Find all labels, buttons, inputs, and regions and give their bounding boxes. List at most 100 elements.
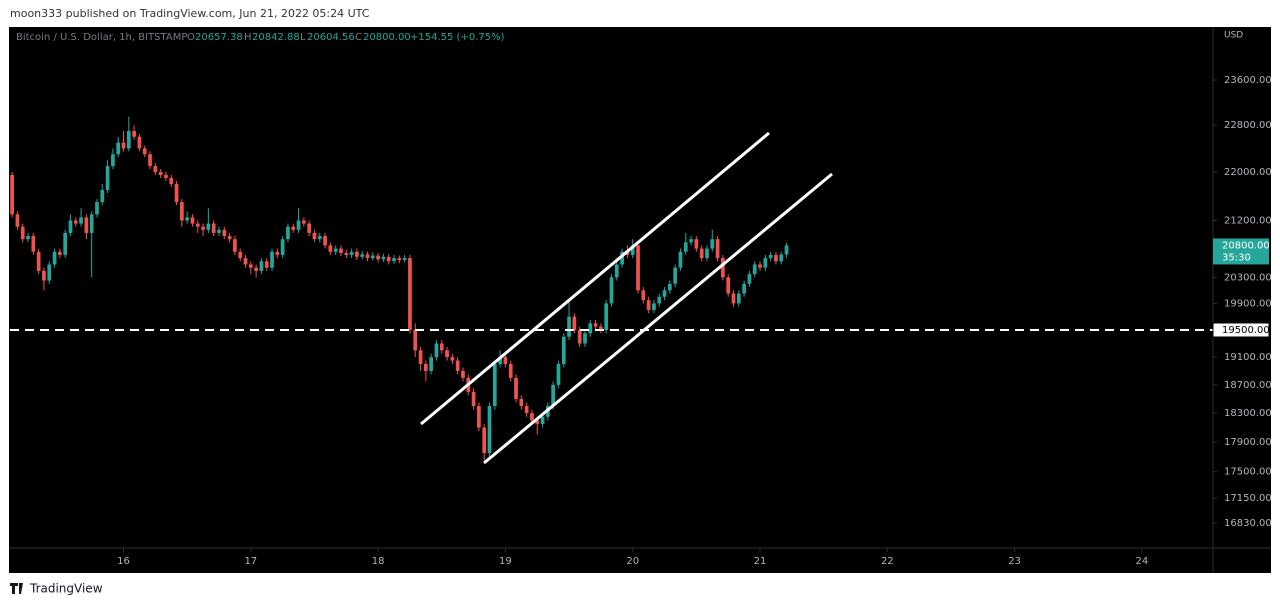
axis-unit: USD xyxy=(1224,31,1243,41)
candle-body xyxy=(286,226,290,240)
candle-body xyxy=(26,236,30,240)
candle-body xyxy=(233,239,237,252)
o-value: 20657.38 xyxy=(195,32,243,43)
candle-body xyxy=(556,364,561,385)
candle-body xyxy=(153,166,158,172)
y-tick-label: 21200.00 xyxy=(1224,215,1272,226)
candle-body xyxy=(68,220,73,233)
candle-body xyxy=(726,277,731,294)
candle-body xyxy=(89,214,94,233)
legend: Bitcoin / U.S. Dollar, 1h, BITSTAMP O 20… xyxy=(16,32,505,43)
candle-body xyxy=(248,264,253,268)
candle-body xyxy=(84,217,89,233)
x-tick-label: 21 xyxy=(754,556,767,567)
candle-body xyxy=(652,303,656,310)
change: +154.55 (+0.75%) xyxy=(410,32,505,43)
candle-body xyxy=(158,171,163,175)
candle-body xyxy=(609,277,614,304)
x-tick-label: 19 xyxy=(499,556,512,567)
candle-body xyxy=(646,300,651,310)
candle-body xyxy=(599,326,603,330)
x-tick-label: 22 xyxy=(881,556,894,567)
candle-body xyxy=(482,427,487,454)
candle-body xyxy=(126,130,131,149)
candle-body xyxy=(370,255,375,259)
candle-body xyxy=(736,293,741,304)
candle-body xyxy=(344,253,349,255)
candle-body xyxy=(148,154,152,167)
candle-body xyxy=(180,202,184,221)
candle-body xyxy=(397,258,402,261)
candle-body xyxy=(58,251,62,255)
y-tick-label: 19900.00 xyxy=(1224,298,1272,309)
o-key: O xyxy=(187,32,195,43)
candle-body xyxy=(423,364,428,371)
candle-body xyxy=(583,333,587,344)
candle-body xyxy=(657,296,662,304)
candle-body xyxy=(768,254,773,259)
candle-body xyxy=(535,420,540,424)
candle-body xyxy=(259,261,264,271)
candle-body xyxy=(699,248,704,259)
candle-body xyxy=(731,293,736,304)
y-tick-label: 22800.00 xyxy=(1224,120,1272,131)
candle-body xyxy=(211,223,216,233)
l-key: L xyxy=(300,32,306,43)
h-value: 20842.88 xyxy=(252,32,300,43)
candle-body xyxy=(360,254,365,257)
candle-body xyxy=(20,226,25,240)
y-tick-label: 17900.00 xyxy=(1224,437,1272,448)
candle-body xyxy=(238,251,243,259)
countdown: 35:30 xyxy=(1222,252,1251,263)
candle-body xyxy=(264,261,269,268)
candle-body xyxy=(307,223,312,233)
candle-body xyxy=(418,350,423,365)
candle-body xyxy=(662,290,667,297)
candle-body xyxy=(508,364,513,378)
candle-body xyxy=(36,251,41,271)
candle-body xyxy=(710,239,715,249)
level-badge xyxy=(1212,322,1270,338)
candle-body xyxy=(328,245,333,252)
level-label: 19500.00 xyxy=(1222,325,1270,336)
candle-body xyxy=(752,264,757,275)
candle-body xyxy=(116,142,121,155)
candle-body xyxy=(408,258,412,330)
candle-body xyxy=(206,223,211,230)
candle-body xyxy=(402,258,407,261)
candle-body xyxy=(291,226,296,230)
candle-body xyxy=(455,360,460,371)
candle-body xyxy=(673,267,678,284)
candle-body xyxy=(270,251,274,268)
candle-body xyxy=(73,220,78,224)
candle-body xyxy=(784,245,789,255)
candle-body xyxy=(15,214,20,227)
candle-body xyxy=(317,236,322,240)
y-tick-label: 22000.00 xyxy=(1224,167,1272,178)
candle-body xyxy=(561,336,566,365)
candle-body xyxy=(413,329,418,351)
candle-body xyxy=(747,274,752,284)
candle-body xyxy=(540,416,545,424)
candle-body xyxy=(333,248,338,252)
x-tick-label: 23 xyxy=(1008,556,1021,567)
candle-body xyxy=(47,264,52,281)
price-label: 20800.00 xyxy=(1222,240,1270,251)
candle-body xyxy=(100,189,105,203)
y-tick-label: 18700.00 xyxy=(1224,380,1272,391)
candle-body xyxy=(121,142,126,149)
candle-body xyxy=(301,220,306,224)
candle-body xyxy=(275,251,280,255)
candle-body xyxy=(450,357,455,361)
candle-body xyxy=(551,384,556,407)
candle-body xyxy=(503,357,508,365)
candle-body xyxy=(434,343,439,358)
candle-body xyxy=(339,248,343,254)
candle-body xyxy=(487,406,492,454)
candle-body xyxy=(630,245,635,255)
candle-body xyxy=(63,232,68,255)
candle-body xyxy=(721,258,725,278)
candle-body xyxy=(641,290,646,301)
